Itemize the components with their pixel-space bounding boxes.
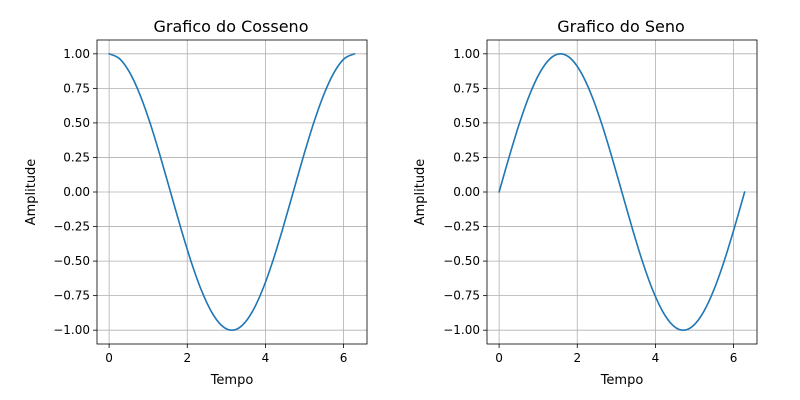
y-tick-label: −0.75 <box>53 289 90 303</box>
y-tick-label: −0.50 <box>443 254 480 268</box>
x-tick-label: 6 <box>340 351 348 365</box>
x-tick-label: 4 <box>262 351 270 365</box>
y-tick-label: 0.00 <box>63 185 90 199</box>
y-tick-label: 0.50 <box>63 116 90 130</box>
x-tick-label: 0 <box>105 351 113 365</box>
y-tick-label: 1.00 <box>63 47 90 61</box>
x-tick-label: 6 <box>730 351 738 365</box>
cosine-chart: Grafico do Cosseno 0 2 4 61.000.750.500.250… <box>24 17 368 388</box>
ticks: 0 2 4 6 1.00 0.75 0.50 0.25 0.00 −0.25 −0.50 −0.75 −… <box>443 47 737 365</box>
chart-title: Grafico do Seno <box>557 17 685 36</box>
y-axis-label: Amplitude <box>24 159 39 226</box>
y-tick-label: 1.00 <box>453 47 480 61</box>
series-line <box>108 53 356 331</box>
ticks: 0 2 4 6 1.00 0.75 0.50 0.25 0.00 −0.25 −0.50 −0.75 −… <box>53 47 347 365</box>
x-axis-label: Tempo <box>600 373 644 388</box>
y-tick-label: 0.50 <box>453 116 480 130</box>
series-layer <box>498 53 746 331</box>
x-axis-label: Tempo <box>210 373 254 388</box>
series-line <box>498 53 746 331</box>
y-tick-label: 0.00 <box>453 185 480 199</box>
y-axis-label: Amplitude <box>413 159 428 226</box>
x-tick-label: 2 <box>183 351 191 365</box>
x-tick-label: 2 <box>573 351 581 365</box>
y-tick-label: −0.50 <box>53 254 90 268</box>
y-tick-label: −0.25 <box>443 220 480 234</box>
x-tick-label: 0 <box>495 351 503 365</box>
grid <box>97 40 367 344</box>
x-tick-label: 4 <box>652 351 660 365</box>
y-tick-label: −0.75 <box>443 289 480 303</box>
y-tick-label: 0.25 <box>453 150 480 164</box>
y-tick-label: −1.00 <box>53 323 90 337</box>
series-layer <box>108 53 356 331</box>
y-tick-label: −0.25 <box>53 220 90 234</box>
chart-title: Grafico do Cosseno <box>154 17 309 36</box>
y-tick-label: 0.75 <box>63 81 90 95</box>
y-tick-label: 0.75 <box>453 81 480 95</box>
sine-chart: Grafico do Seno 0 2 4 6 1.00 0.75 0.50 0.25 0.00… <box>413 17 758 388</box>
y-tick-label: −1.00 <box>443 323 480 337</box>
y-tick-label: 0.25 <box>63 150 90 164</box>
